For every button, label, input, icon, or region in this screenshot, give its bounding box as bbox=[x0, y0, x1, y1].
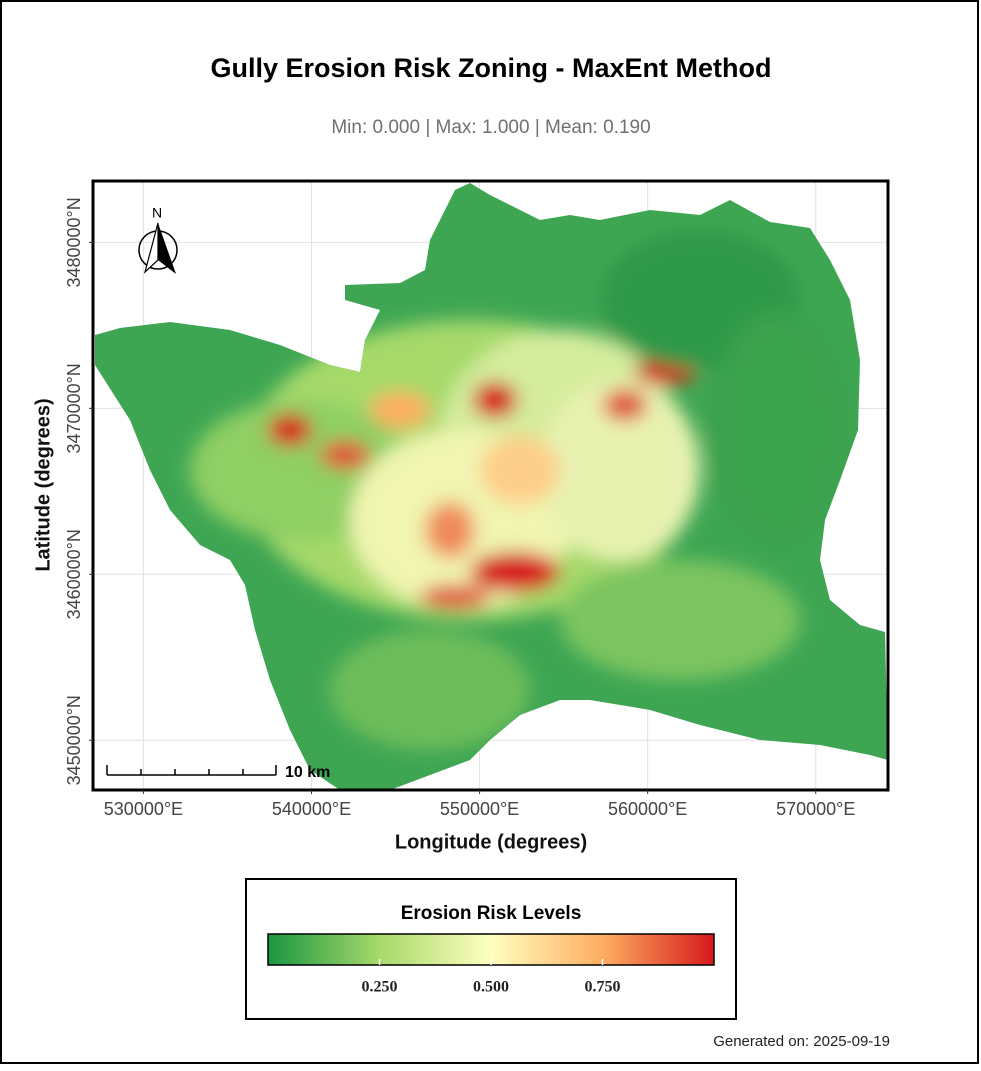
y-tick-label: 3450000°N bbox=[64, 695, 84, 785]
x-tick-label: 550000°E bbox=[440, 799, 519, 819]
y-tick-label: 3480000°N bbox=[64, 197, 84, 287]
x-tick-label: 540000°E bbox=[272, 799, 351, 819]
colorbar-tick-label: 0.750 bbox=[585, 979, 621, 996]
scale-bar: 10 km bbox=[106, 764, 330, 781]
footer: Generated on: 2025-09-19 bbox=[713, 1033, 890, 1050]
legend-title: Erosion Risk Levels bbox=[401, 903, 582, 924]
colorbar-tick-label: 0.500 bbox=[473, 979, 509, 996]
scale-label: 10 km bbox=[285, 764, 330, 781]
subtitle: Min: 0.000 | Max: 1.000 | Mean: 0.190 bbox=[331, 117, 650, 138]
colorbar-tick-label: 0.250 bbox=[362, 979, 398, 996]
y-axis-label: Latitude (degrees) bbox=[32, 398, 54, 571]
legend: Erosion Risk Levels bbox=[245, 878, 737, 1020]
title: Gully Erosion Risk Zoning - MaxEnt Metho… bbox=[210, 53, 771, 83]
y-tick-label: 3460000°N bbox=[64, 529, 84, 619]
y-tick-label: 3470000°N bbox=[64, 363, 84, 453]
north-label: N bbox=[152, 205, 162, 221]
map-frame bbox=[91, 179, 890, 792]
north-arrow: N bbox=[138, 205, 178, 274]
raster bbox=[95, 183, 888, 790]
x-axis-label: Longitude (degrees) bbox=[395, 831, 587, 853]
x-tick-label: 560000°E bbox=[608, 799, 687, 819]
x-tick-label: 570000°E bbox=[776, 799, 855, 819]
x-tick-label: 530000°E bbox=[104, 799, 183, 819]
